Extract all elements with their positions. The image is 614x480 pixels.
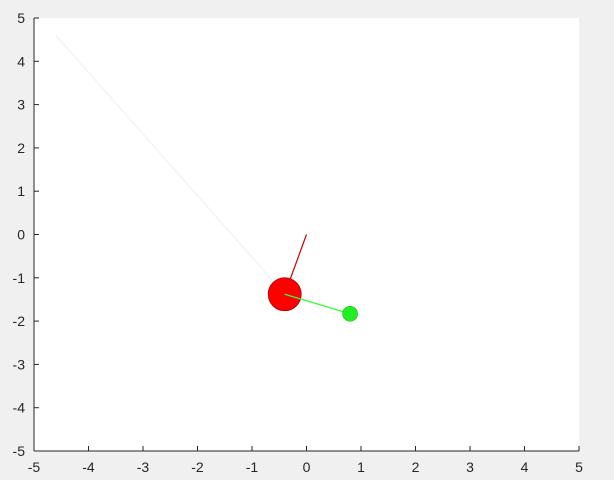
x-axis-ticks: -5 -4 -3 -2 -1 0 1 2 3 4 5 <box>28 446 583 475</box>
x-tick-label: -2 <box>191 459 204 475</box>
y-tick-label: -2 <box>13 313 26 329</box>
x-tick-label: 1 <box>357 459 365 475</box>
y-axis-ticks: 5 4 3 2 1 0 -1 -2 -3 -4 -5 <box>13 10 39 459</box>
x-tick-label: -5 <box>28 459 41 475</box>
y-tick-label: 0 <box>17 227 25 243</box>
x-tick-label: -1 <box>246 459 259 475</box>
plot-axes[interactable]: -5 -4 -3 -2 -1 0 1 2 3 4 5 5 4 3 2 1 0 -1 -2 -3 -4 -5 <box>13 10 584 475</box>
link2-line <box>284 293 351 315</box>
x-tick-label: 0 <box>303 459 311 475</box>
x-tick-label: 2 <box>412 459 420 475</box>
y-tick-label: -3 <box>13 356 26 372</box>
x-tick-label: 4 <box>521 459 529 475</box>
mass2-point <box>342 305 358 322</box>
y-tick-label: 3 <box>17 97 25 113</box>
x-tick-label: 3 <box>466 459 474 475</box>
y-tick-label: 2 <box>17 140 25 156</box>
y-tick-label: 1 <box>17 183 25 199</box>
y-tick-label: 5 <box>17 10 25 26</box>
x-tick-label: 5 <box>575 459 583 475</box>
x-tick-label: -4 <box>82 459 95 475</box>
trail-layer <box>55 34 286 295</box>
masses-layer <box>267 277 358 322</box>
y-tick-label: -1 <box>13 270 26 286</box>
trail-line <box>55 34 286 295</box>
y-tick-label: 4 <box>17 53 25 69</box>
x-tick-label: -3 <box>137 459 150 475</box>
y-tick-label: -5 <box>13 443 26 459</box>
y-tick-label: -4 <box>13 400 26 416</box>
